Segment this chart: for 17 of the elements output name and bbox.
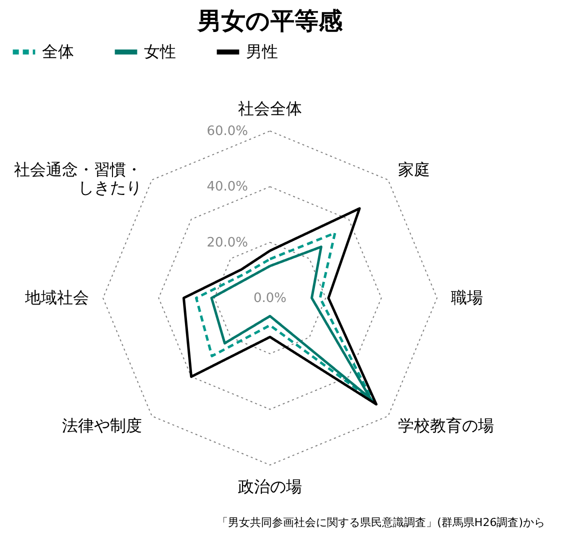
y-tick-label: 60.0% <box>206 124 248 139</box>
spoke-label: 法律や制度 <box>62 416 142 435</box>
spoke-label: 政治の場 <box>238 477 302 496</box>
chart-title: 男女の平等感 <box>196 7 344 35</box>
spoke-label: 社会通念・習慣・しきたり <box>14 160 142 198</box>
y-tick-label: 40.0% <box>206 180 248 195</box>
text: 「男女共同参画社会に関する県民意識調査」(群馬県H26調査)から <box>217 516 545 529</box>
spoke-label: 家庭 <box>398 160 430 180</box>
y-tick-label: 20.0% <box>206 235 248 250</box>
legend-label: 全体 <box>42 42 74 61</box>
spoke-label: 地域社会 <box>24 288 89 307</box>
spoke-label: 社会全体 <box>238 99 302 118</box>
legend-label: 男性 <box>246 42 278 61</box>
y-tick-label: 0.0% <box>253 291 287 306</box>
spoke-label: 学校教育の場 <box>398 416 494 435</box>
legend-label: 女性 <box>144 42 176 61</box>
spoke-label: 職場 <box>451 288 483 307</box>
